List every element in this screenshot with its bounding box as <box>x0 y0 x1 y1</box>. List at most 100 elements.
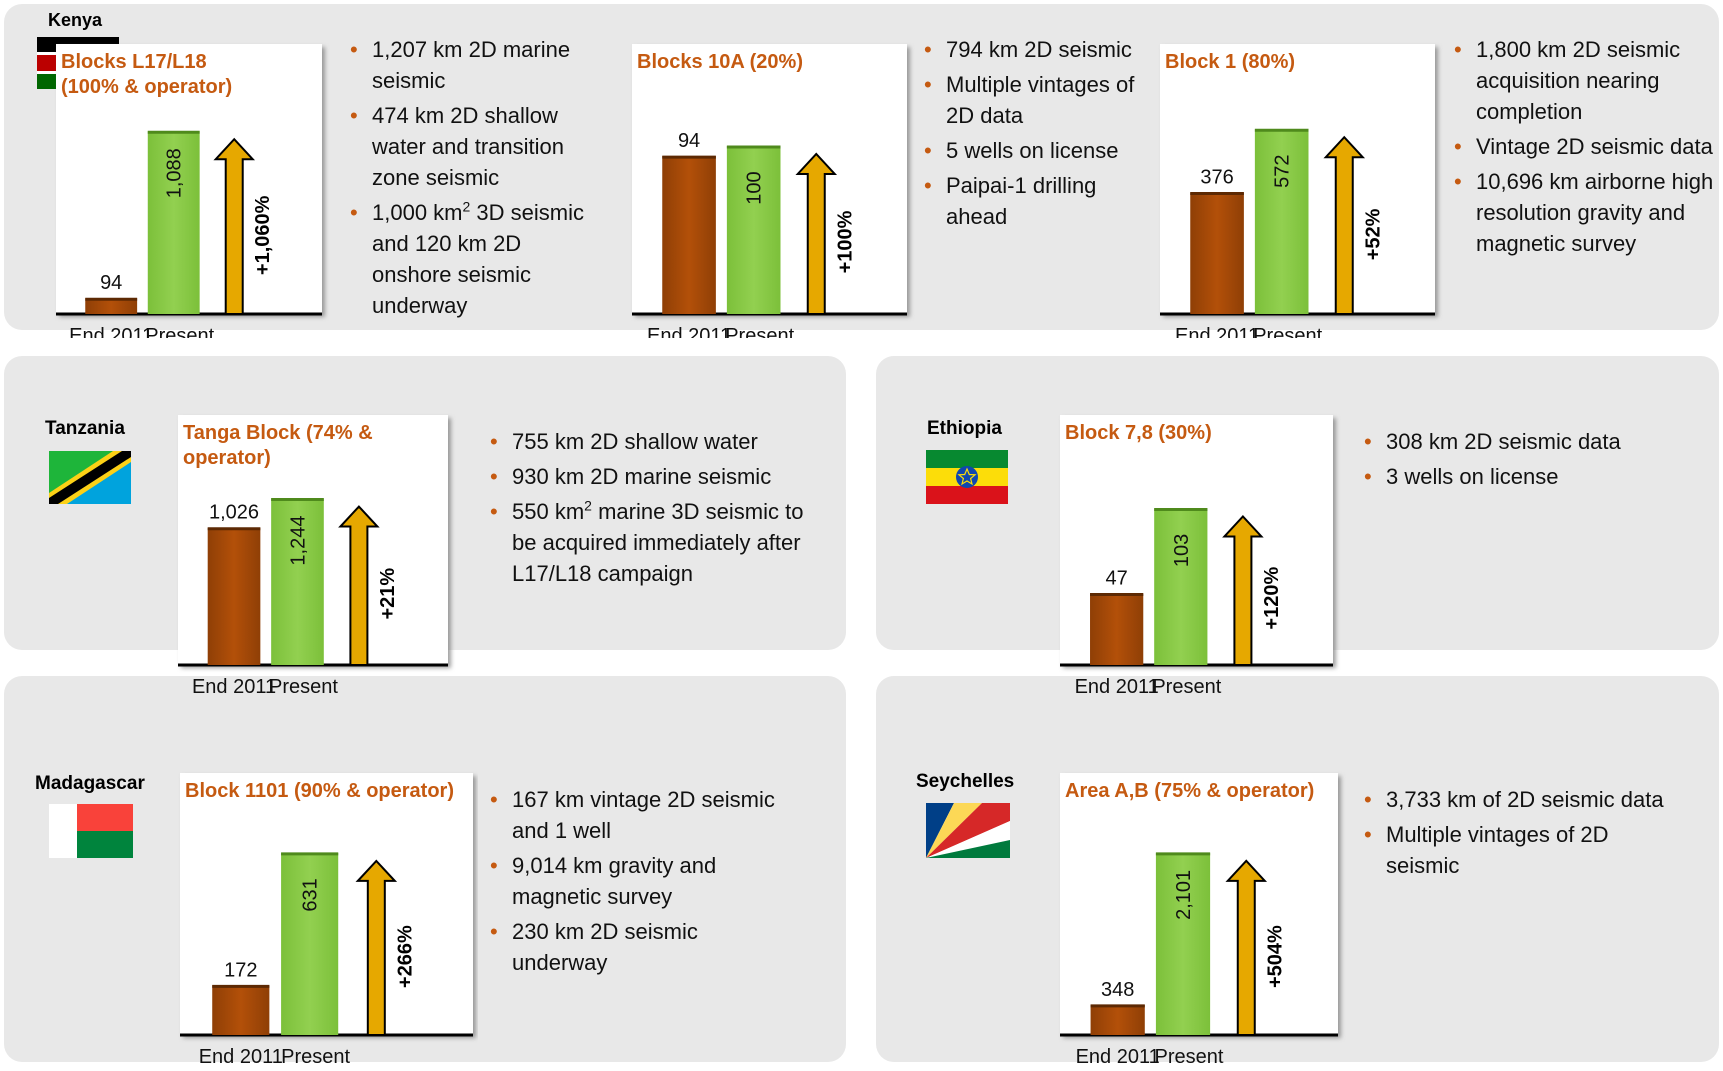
bullet-item: Multiple vintages of 2D seismic <box>1364 819 1664 881</box>
category-label: Present <box>269 676 338 698</box>
bullet-item: 755 km 2D shallow water <box>490 426 820 457</box>
bar-present <box>1155 852 1211 1035</box>
bar-end-2011 <box>212 985 270 1035</box>
bullets-seychelles: 3,733 km of 2D seismic data Multiple vint… <box>1364 784 1664 881</box>
chart-seychelles-ab: Area A,B (75% & operator) 348 2,101 +504% En… <box>1050 766 1348 1068</box>
bar-end-2011 <box>1190 192 1244 314</box>
bullets-kenya-l17: 1,207 km 2D marine seismic474 km 2D shal… <box>350 34 600 321</box>
chart-title: Block 1 (80%) <box>1165 51 1296 73</box>
bullet-item: 5 wells on license <box>924 135 1144 166</box>
chart-title: Tanga Block (74% & operator) <box>183 422 373 469</box>
change-label: +100% <box>834 210 856 273</box>
chart-madagascar-1101: Block 1101 (90% & operator) 172 631 +266% En… <box>168 766 478 1068</box>
growth-arrow-icon <box>355 859 398 1036</box>
category-label: End 2011 <box>69 325 153 338</box>
change-label: +504% <box>1264 925 1286 988</box>
category-label: End 2011 <box>1175 325 1259 338</box>
category-label: End 2011 <box>199 1046 283 1066</box>
chart-ethiopia-block78: Block 7,8 (30%) 47 103 +120% End 2011 Present <box>1050 412 1343 712</box>
bar-present <box>726 146 781 314</box>
value-label-present: 100 <box>744 171 766 204</box>
bar-end-2011 <box>1090 593 1144 665</box>
value-label-end-2011: 376 <box>1200 167 1233 189</box>
bullet-item: 10,696 km airborne high resolution gravi… <box>1454 166 1714 259</box>
value-label-end-2011: 94 <box>100 272 122 294</box>
bar-present <box>271 498 324 665</box>
value-label-end-2011: 348 <box>1101 979 1134 1001</box>
category-label: Present <box>1152 676 1221 698</box>
bar-present <box>1154 508 1208 665</box>
chart-kenya-block1: Block 1 (80%) 376 572 +52% End 2011 Present <box>1150 38 1446 347</box>
value-label-present: 572 <box>1272 155 1294 188</box>
bullet-item: 230 km 2D seismic underway <box>490 916 790 978</box>
bullet-item: 9,014 km gravity and magnetic survey <box>490 850 790 912</box>
category-label: Present <box>145 325 214 338</box>
value-label-present: 1,088 <box>164 148 186 198</box>
change-label: +266% <box>394 925 416 988</box>
change-label: +52% <box>1362 208 1384 260</box>
chart-kenya-10a: Blocks 10A (20%) 94 100 +100% End 2011 Presen… <box>622 38 920 347</box>
bullet-item: 1,207 km 2D marine seismic <box>350 34 600 96</box>
ethiopia-flag-icon <box>926 450 1008 504</box>
bar-end-2011 <box>1090 1004 1145 1035</box>
tanzania-flag-icon <box>49 451 131 504</box>
value-label-present: 2,101 <box>1173 870 1195 920</box>
bullet-item: 3 wells on license <box>1364 461 1704 492</box>
category-label: End 2011 <box>647 325 731 338</box>
bullet-item: Paipai-1 drilling ahead <box>924 170 1144 232</box>
value-label-end-2011: 94 <box>678 130 700 152</box>
chart-title: Block 1101 (90% & operator) <box>185 780 454 802</box>
bar-present <box>281 852 339 1035</box>
bar-present <box>147 131 200 314</box>
bullet-item: 308 km 2D seismic data <box>1364 426 1704 457</box>
seychelles-flag-icon <box>926 803 1010 858</box>
value-label-end-2011: 47 <box>1106 568 1128 590</box>
change-label: +1,060% <box>252 195 274 275</box>
growth-arrow-icon <box>1323 135 1366 315</box>
bullet-item: 3,733 km of 2D seismic data <box>1364 784 1664 815</box>
bullets-ethiopia: 308 km 2D seismic data 3 wells on license <box>1364 426 1704 492</box>
bullet-item: 1,000 km2 3D seismic and 120 km 2D onsho… <box>350 197 600 321</box>
bullets-tanzania: 755 km 2D shallow water 930 km 2D marine … <box>490 426 820 589</box>
chart-title: Blocks 10A (20%) <box>637 51 803 73</box>
growth-arrow-icon <box>338 505 380 666</box>
bar-end-2011 <box>85 298 138 314</box>
chart-tanzania-tanga: Tanga Block (74% & operator) 1,026 1,244 +2… <box>168 412 458 712</box>
growth-arrow-icon <box>1225 859 1268 1036</box>
growth-arrow-icon <box>213 137 256 315</box>
country-label-seychelles: Seychelles <box>916 771 1015 792</box>
bar-end-2011 <box>207 527 261 665</box>
country-label-madagascar: Madagascar <box>35 773 145 794</box>
bullet-item: 474 km 2D shallow water and transition z… <box>350 100 600 193</box>
bullet-item: 1,800 km 2D seismic acquisition nearing … <box>1454 34 1714 127</box>
value-label-present: 631 <box>300 878 322 911</box>
bar-present <box>1254 129 1309 314</box>
bullet-item: Vintage 2D seismic data <box>1454 131 1714 162</box>
chart-kenya-l17-l18: Blocks L17/L18 (100% & operator) 94 1,088 +… <box>44 38 332 347</box>
bullet-item: 167 km vintage 2D seismic and 1 well <box>490 784 790 846</box>
value-label-end-2011: 172 <box>224 959 257 981</box>
growth-arrow-icon <box>1222 514 1264 666</box>
category-label: Present <box>1253 325 1322 338</box>
category-label: End 2011 <box>1076 1046 1160 1066</box>
category-label: End 2011 <box>1075 676 1159 698</box>
bullet-item: 794 km 2D seismic <box>924 34 1144 65</box>
chart-title: Area A,B (75% & operator) <box>1065 780 1315 802</box>
value-label-present: 103 <box>1171 534 1193 567</box>
chart-title: Blocks L17/L18 (100% & operator) <box>61 51 233 98</box>
country-label-kenya: Kenya <box>48 10 103 30</box>
bullets-kenya-10a: 794 km 2D seismic Multiple vintages of 2D… <box>924 34 1144 232</box>
category-label: Present <box>281 1046 350 1066</box>
bar-end-2011 <box>662 156 716 314</box>
bullets-madagascar: 167 km vintage 2D seismic and 1 well9,01… <box>490 784 790 978</box>
category-label: Present <box>1155 1046 1224 1066</box>
change-label: +120% <box>1261 567 1283 630</box>
bullets-kenya-block1: 1,800 km 2D seismic acquisition nearing … <box>1454 34 1714 259</box>
change-label: +21% <box>377 568 399 620</box>
country-label-tanzania: Tanzania <box>45 418 125 439</box>
bullet-item: 930 km 2D marine seismic <box>490 461 820 492</box>
country-label-ethiopia: Ethiopia <box>927 418 1002 439</box>
madagascar-flag-icon <box>49 804 133 858</box>
bullet-item: Multiple vintages of 2D data <box>924 69 1144 131</box>
value-label-end-2011: 1,026 <box>209 502 259 524</box>
